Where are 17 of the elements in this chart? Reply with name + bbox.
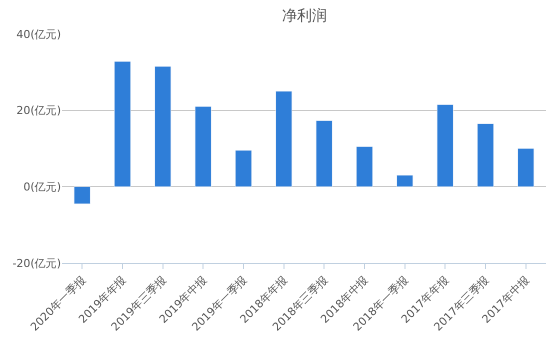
bar (74, 186, 90, 204)
bar (154, 66, 172, 187)
y-tick-label: 20(亿元) (16, 104, 61, 118)
bar (356, 146, 373, 187)
y-tick-label: 0(亿元) (23, 180, 61, 194)
bar (235, 150, 252, 187)
bar (436, 104, 454, 187)
bar (114, 61, 131, 187)
bar (396, 174, 414, 187)
bar (518, 148, 534, 187)
chart-title: 净利润 (282, 6, 328, 25)
bar (276, 91, 292, 187)
y-tick-label: -20(亿元) (12, 256, 61, 270)
bar (194, 106, 212, 187)
y-tick-label: 40(亿元) (16, 28, 61, 41)
bar (316, 120, 332, 187)
bar (477, 123, 494, 187)
